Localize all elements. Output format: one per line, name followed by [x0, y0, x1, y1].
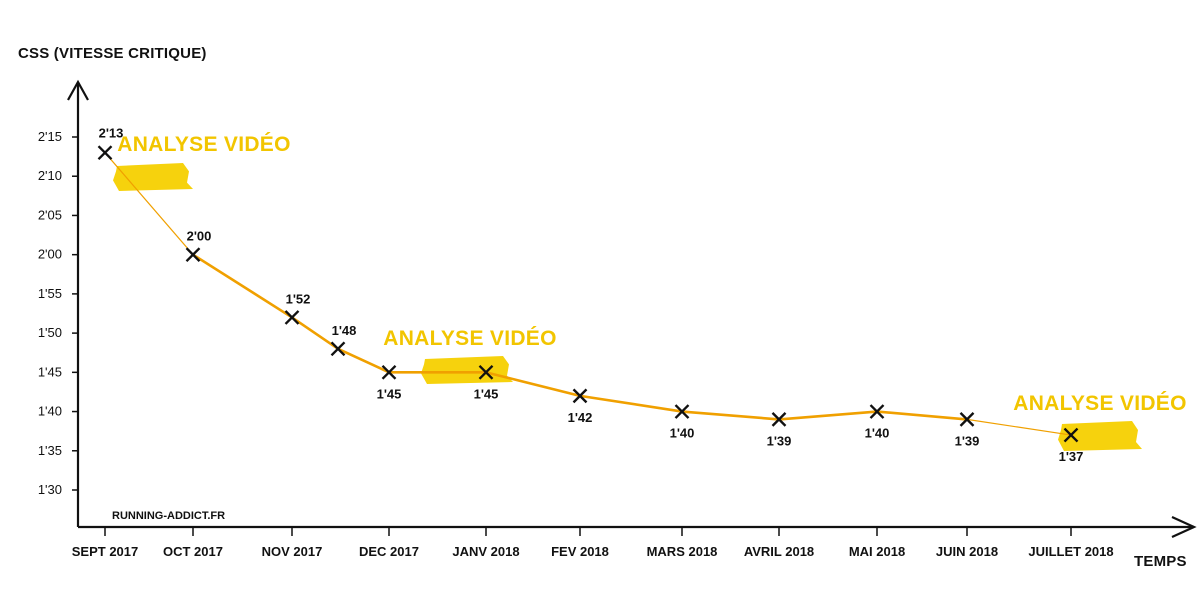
series-segment	[484, 371, 582, 398]
series-segment	[875, 410, 969, 421]
y-axis-title: CSS (VITESSE CRITIQUE)	[18, 45, 207, 62]
x-axis-arrow	[1171, 515, 1197, 539]
data-label: 2'00	[187, 229, 212, 244]
x-tick-label: NOV 2017	[262, 544, 323, 559]
data-labels: 2'13 2'00 1'52 1'48 1'45 1'45 1'42 1'40 1'39 1'40…	[99, 126, 1084, 464]
data-label: 1'37	[1059, 449, 1084, 464]
data-point-marker	[771, 412, 787, 427]
y-tick-label: 1'45	[38, 364, 62, 379]
series-segment	[104, 152, 194, 256]
x-tick-label: DEC 2017	[359, 544, 419, 559]
data-point-marker	[1063, 427, 1079, 443]
y-axis-ticks: 1'30 1'35 1'40 1'45 1'50 1'55 2'00 2'05 2'10 2'15	[38, 129, 78, 497]
marker-stroke	[97, 145, 113, 161]
x-tick-label: JANV 2018	[452, 544, 519, 559]
y-axis-arrow	[67, 79, 89, 101]
data-point-marker	[869, 404, 885, 419]
y-tick-label: 1'50	[38, 325, 62, 340]
highlighter-mark	[421, 356, 513, 384]
series-line	[104, 152, 1072, 436]
marker-stroke	[771, 412, 787, 427]
marker-stroke	[1063, 427, 1079, 443]
axes	[67, 79, 1197, 539]
data-label: 1'48	[332, 323, 357, 338]
annotations: ANALYSE VIDÉO ANALYSE VIDÉO ANALYSE VIDÉO	[117, 133, 1187, 415]
y-tick-label: 2'00	[38, 247, 62, 262]
y-tick-label: 2'05	[38, 207, 62, 222]
y-tick-label: 1'30	[38, 482, 62, 497]
data-label: 2'13	[99, 126, 124, 141]
marker-stroke	[674, 404, 690, 419]
data-label: 1'39	[955, 433, 980, 448]
series-segment	[966, 418, 1072, 436]
data-label: 1'40	[670, 426, 695, 441]
annotation-label: ANALYSE VIDÉO	[117, 133, 291, 156]
x-axis-ticks: SEPT 2017 OCT 2017 NOV 2017 DEC 2017 JANV 20…	[72, 527, 1114, 559]
series-segment	[290, 316, 340, 351]
x-tick-label: JUILLET 2018	[1028, 544, 1113, 559]
series-segment	[191, 253, 294, 319]
data-point-marker	[330, 341, 346, 357]
x-tick-label: MARS 2018	[647, 544, 718, 559]
annotation-label: ANALYSE VIDÉO	[1013, 392, 1187, 415]
highlight-layer	[113, 163, 1142, 451]
data-label: 1'39	[767, 433, 792, 448]
y-tick-label: 1'55	[38, 286, 62, 301]
x-tick-label: MAI 2018	[849, 544, 905, 559]
x-tick-label: OCT 2017	[163, 544, 223, 559]
series-segment	[777, 410, 879, 421]
series-segment	[680, 410, 781, 421]
x-axis-title: TEMPS	[1134, 553, 1187, 570]
marker-stroke	[959, 412, 975, 427]
x-tick-label: SEPT 2017	[72, 544, 139, 559]
data-point-marker	[959, 412, 975, 427]
data-label: 1'52	[286, 291, 311, 306]
marker-stroke	[869, 404, 885, 419]
data-point-marker	[284, 310, 300, 325]
data-point-marker	[674, 404, 690, 419]
data-point-marker	[478, 364, 494, 380]
data-point-marker	[185, 247, 201, 263]
x-tick-label: FEV 2018	[551, 544, 609, 559]
y-tick-label: 2'15	[38, 129, 62, 144]
data-label: 1'45	[474, 386, 499, 401]
y-tick-label: 1'35	[38, 443, 62, 458]
marker-stroke	[381, 364, 397, 380]
marker-stroke	[478, 364, 494, 380]
data-label: 1'45	[377, 386, 402, 401]
series-segment	[578, 394, 684, 413]
data-label: 1'40	[865, 426, 890, 441]
data-markers	[97, 145, 1079, 443]
y-tick-label: 2'10	[38, 168, 62, 183]
data-label: 1'42	[568, 410, 593, 425]
highlighter-mark	[1058, 421, 1142, 451]
data-point-marker	[572, 388, 588, 404]
x-tick-label: JUIN 2018	[936, 544, 998, 559]
watermark-text: RUNNING-ADDICT.FR	[112, 510, 225, 522]
series-segment	[336, 347, 391, 374]
marker-stroke	[284, 310, 300, 325]
data-point-marker	[381, 364, 397, 380]
y-tick-label: 1'40	[38, 404, 62, 419]
annotation-label: ANALYSE VIDÉO	[383, 327, 557, 350]
marker-stroke	[572, 388, 588, 404]
marker-stroke	[330, 341, 346, 357]
highlighter-mark	[113, 163, 193, 191]
x-tick-label: AVRIL 2018	[744, 544, 814, 559]
marker-stroke	[185, 247, 201, 263]
data-point-marker	[97, 145, 113, 161]
